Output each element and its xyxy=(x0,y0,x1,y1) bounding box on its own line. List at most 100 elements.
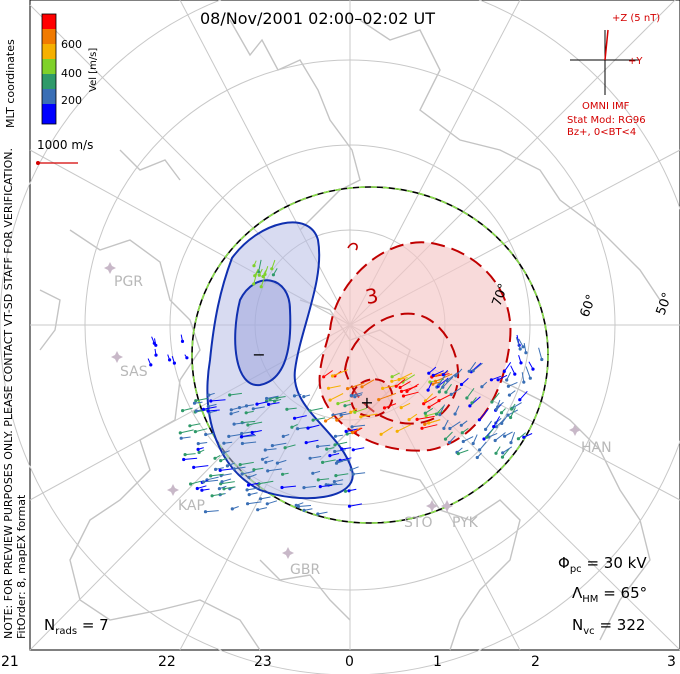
velocity-vector-origin xyxy=(322,375,326,379)
velocity-vector-origin xyxy=(228,393,232,397)
velocity-vector xyxy=(248,482,259,486)
velocity-vector-origin xyxy=(263,272,267,276)
velocity-vector-origin xyxy=(195,486,199,491)
velocity-vector-origin xyxy=(522,380,526,384)
velocity-vector-origin xyxy=(206,404,210,408)
velocity-vector-origin xyxy=(444,390,448,394)
radar-label-gbr: GBR xyxy=(290,562,321,578)
velocity-vector-origin xyxy=(500,455,505,459)
velocity-vector-origin xyxy=(308,456,312,460)
velocity-vector xyxy=(337,459,351,462)
velocity-vector xyxy=(400,402,411,409)
velocity-vector xyxy=(212,493,225,497)
velocity-vector-origin xyxy=(154,343,158,347)
velocity-vector-origin xyxy=(470,401,474,405)
velocity-vector-origin xyxy=(475,455,479,460)
velocity-vector xyxy=(267,500,278,505)
velocity-vector-origin xyxy=(507,393,511,397)
velocity-vector-origin xyxy=(353,410,357,414)
velocity-vector-origin xyxy=(343,489,348,493)
velocity-vector-origin xyxy=(238,463,242,467)
velocity-vector-origin xyxy=(449,392,453,396)
velocity-vector xyxy=(428,419,441,424)
velocity-vector-origin xyxy=(330,374,335,378)
velocity-vector-origin xyxy=(232,422,236,426)
velocity-vector xyxy=(258,259,262,272)
velocity-vector-origin xyxy=(209,474,213,478)
velocity-vector xyxy=(345,428,358,432)
velocity-vector-origin xyxy=(480,385,484,389)
velocity-vector-origin xyxy=(485,435,489,439)
mlt-tick-1: 1 xyxy=(433,654,442,670)
velocity-vector xyxy=(485,420,493,430)
velocity-vector-origin xyxy=(273,399,277,403)
latitude-label-60: 60° xyxy=(578,293,600,320)
velocity-vector-origin xyxy=(218,468,222,472)
velocity-vector xyxy=(241,433,255,438)
velocity-vector-origin xyxy=(270,267,274,271)
velocity-vector-origin xyxy=(349,410,353,414)
velocity-vector-origin xyxy=(172,361,176,365)
velocity-vector-origin xyxy=(359,415,363,419)
velocity-vector-origin xyxy=(227,434,231,438)
velocity-vector xyxy=(439,404,446,415)
velocity-vector xyxy=(182,407,193,412)
velocity-vector xyxy=(361,379,375,388)
potential-max-marker: + xyxy=(360,393,373,412)
velocity-vector-origin xyxy=(222,441,226,445)
velocity-vector-origin xyxy=(271,273,275,277)
velocity-vector-origin xyxy=(494,425,498,429)
velocity-vector-origin xyxy=(250,430,254,435)
velocity-vector xyxy=(220,468,235,471)
velocity-vector-origin xyxy=(423,411,427,415)
velocity-vector-origin xyxy=(192,465,196,469)
velocity-vector xyxy=(318,478,330,481)
velocity-vector xyxy=(253,272,258,285)
velocity-vector-origin xyxy=(261,274,265,279)
colorbar-title: Vel [m/s] xyxy=(88,48,99,92)
velocity-vector-origin xyxy=(240,431,244,436)
velocity-vector-origin xyxy=(240,441,244,446)
velocity-vectors xyxy=(147,259,544,516)
velocity-vector-origin xyxy=(229,408,233,412)
velocity-vector-origin xyxy=(424,414,428,418)
velocity-vector xyxy=(286,407,297,410)
velocity-vector-origin xyxy=(427,371,431,375)
velocity-vector xyxy=(360,413,378,418)
cross-polar-potential: Φpc = 30 kV xyxy=(558,554,647,575)
velocity-vector-origin xyxy=(499,411,504,415)
velocity-vector-origin xyxy=(213,456,217,460)
velocity-vector xyxy=(353,447,365,451)
imf-condition: Bz+, 0<BT<4 xyxy=(567,127,637,138)
velocity-vector-origin xyxy=(390,375,394,379)
velocity-vector-origin xyxy=(496,378,500,382)
velocity-vector xyxy=(384,403,397,409)
velocity-vector xyxy=(449,421,461,429)
velocity-vector-origin xyxy=(193,430,197,434)
velocity-vector-origin xyxy=(267,402,271,406)
velocity-vector-origin xyxy=(253,274,257,278)
velocity-vector-origin xyxy=(304,441,308,445)
velocity-vector-origin xyxy=(207,393,211,397)
scale-vector-label: 1000 m/s xyxy=(37,138,94,152)
velocity-vector xyxy=(260,276,266,287)
velocity-vector-origin xyxy=(351,431,355,435)
velocity-vector xyxy=(185,453,196,456)
velocity-vector xyxy=(380,426,393,435)
velocity-vector xyxy=(193,465,209,468)
velocity-vector-origin xyxy=(225,464,229,468)
velocity-vector-origin xyxy=(431,382,435,386)
velocity-vector xyxy=(303,485,316,489)
velocity-vector xyxy=(320,484,333,488)
velocity-vector xyxy=(395,378,406,387)
mlt-tick-2: 2 xyxy=(531,654,540,670)
velocity-vector-origin xyxy=(398,385,402,390)
velocity-vector-origin xyxy=(528,376,532,380)
velocity-vector xyxy=(328,385,341,389)
scale-vector-origin xyxy=(36,161,40,165)
velocity-vector-origin xyxy=(460,431,464,435)
velocity-vector xyxy=(195,397,208,402)
velocity-vector xyxy=(258,480,274,485)
velocity-vector-origin xyxy=(423,399,428,403)
